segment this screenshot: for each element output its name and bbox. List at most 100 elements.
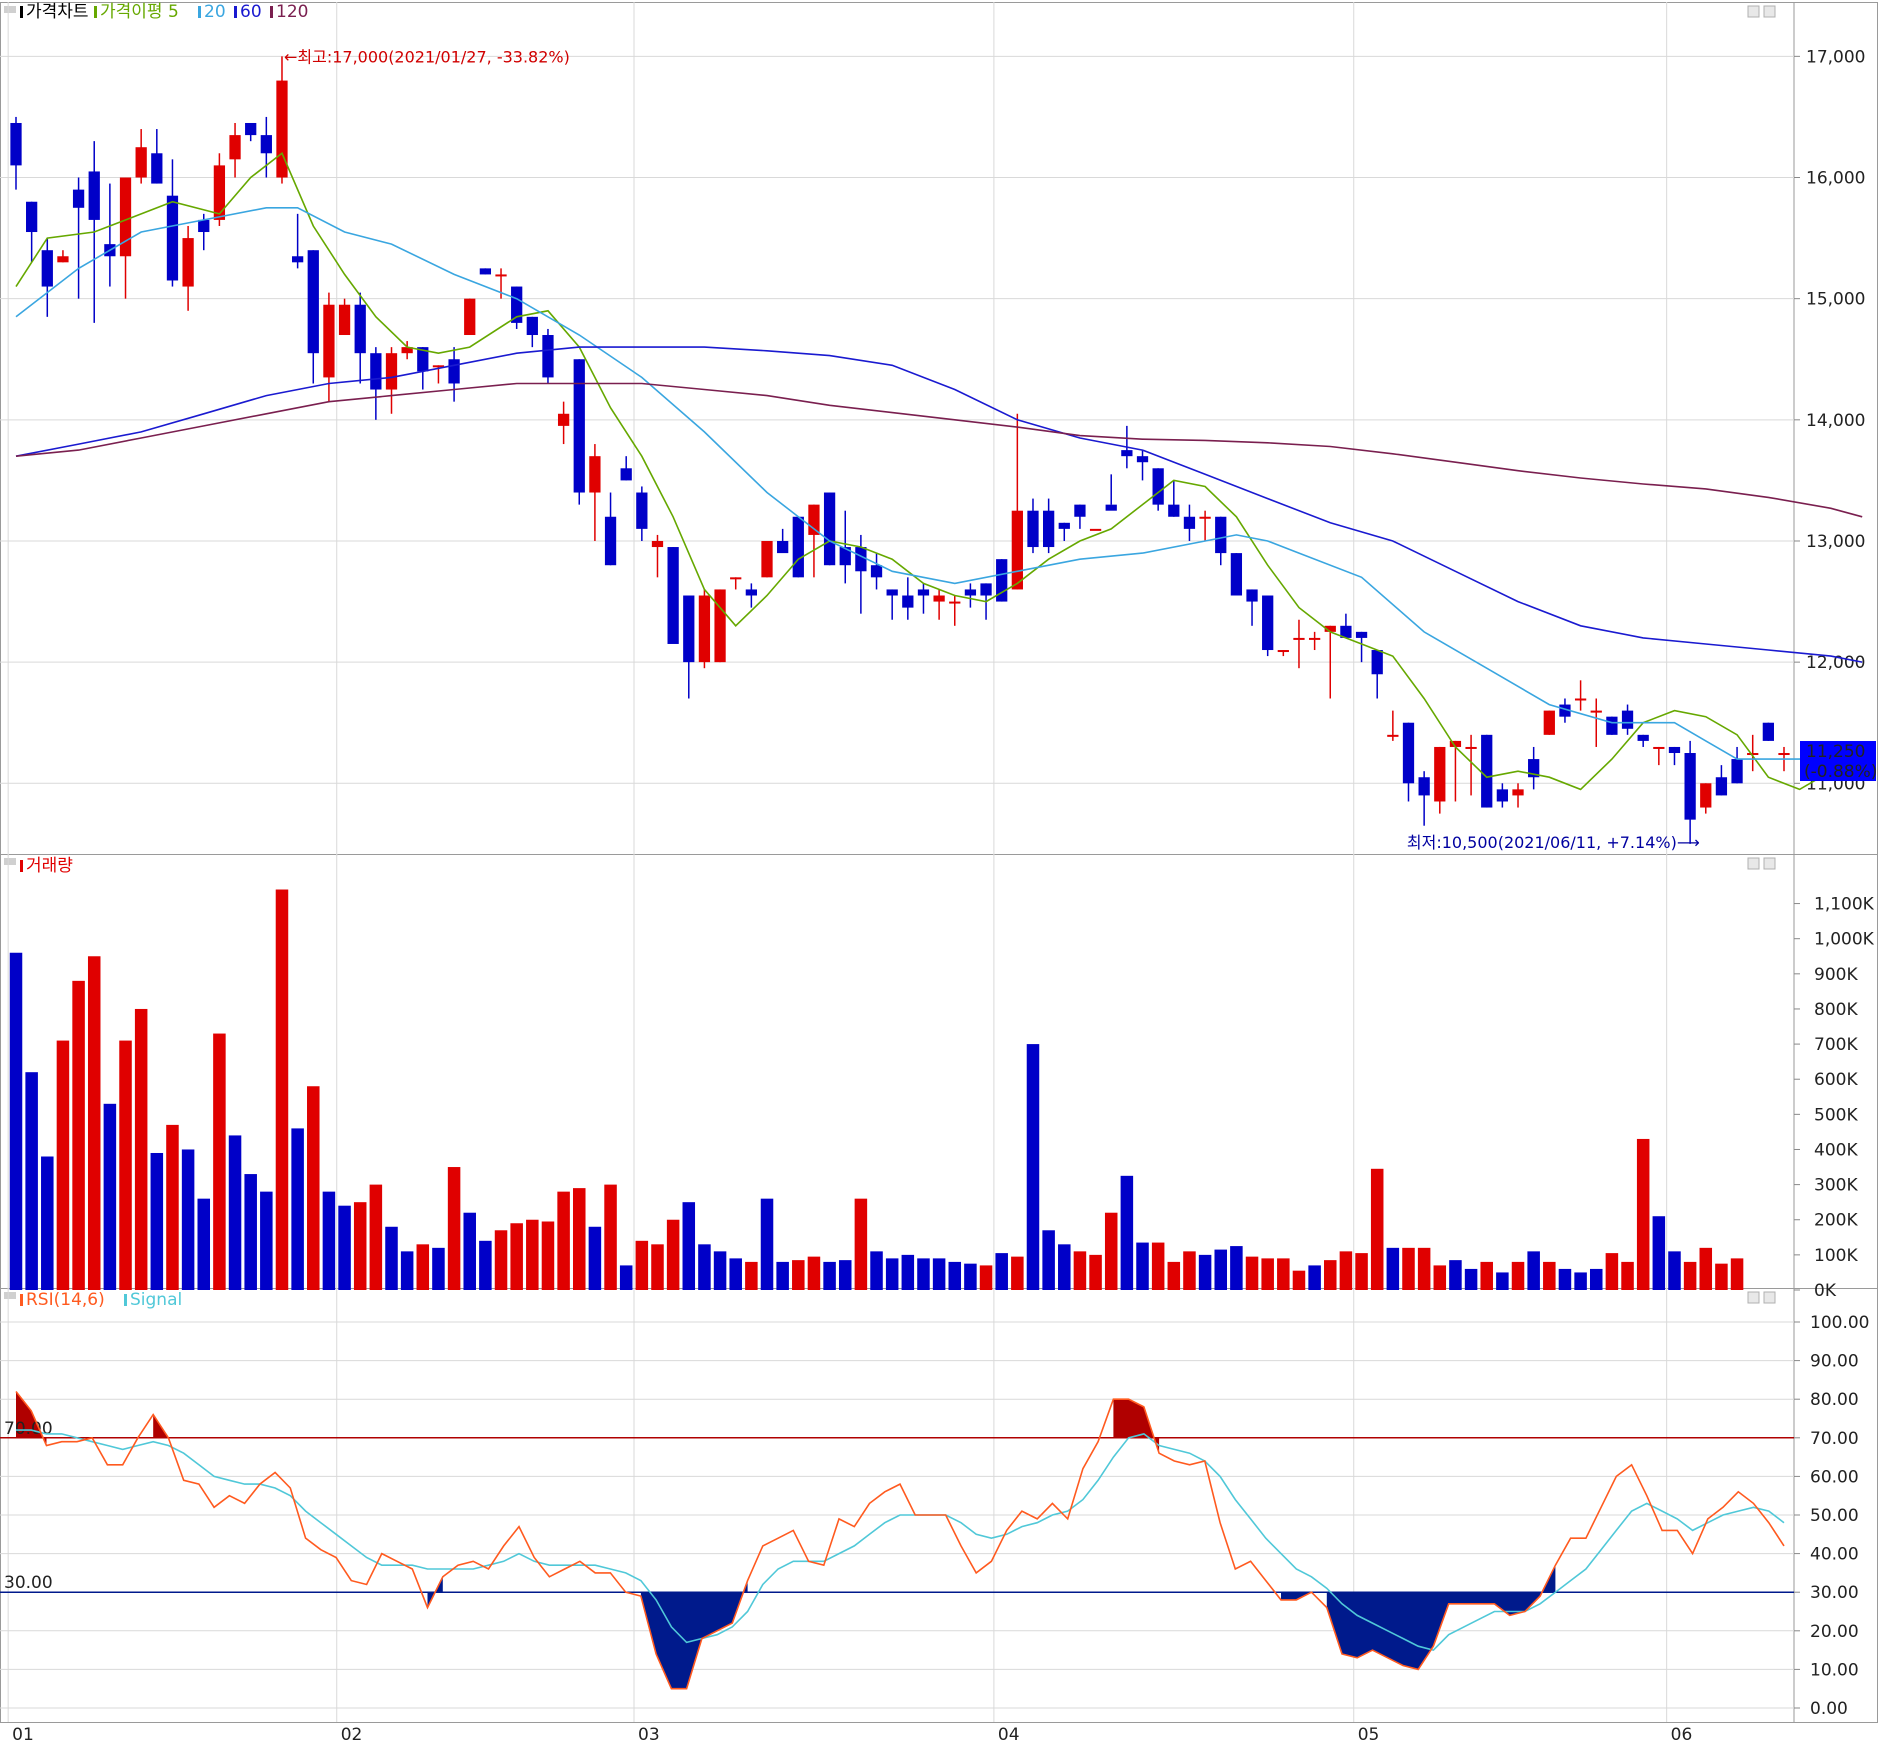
- candle-body: [213, 165, 226, 220]
- candle-body: [620, 468, 632, 481]
- volume-bar: [541, 1221, 555, 1290]
- candle-body: [761, 540, 773, 578]
- volume-bar: [260, 1191, 273, 1290]
- volume-bar: [244, 1174, 257, 1290]
- candle-body: [385, 353, 398, 390]
- volume-bar: [948, 1261, 962, 1290]
- legend-label: 가격차트: [26, 2, 89, 22]
- legend-swatch: [20, 6, 23, 18]
- legend-label: 120: [276, 2, 308, 22]
- close-icon: [1763, 5, 1776, 18]
- x-tick-label: 06: [1671, 1725, 1693, 1745]
- candle-body: [370, 353, 382, 390]
- signal-legend-label: Signal: [130, 1290, 182, 1310]
- x-tick-label: 02: [341, 1725, 363, 1745]
- rsi-tick-label: 50.00: [1810, 1506, 1859, 1526]
- price-tick-label: 15,000: [1806, 290, 1865, 310]
- volume-bar: [1277, 1258, 1290, 1290]
- candle-body: [41, 250, 53, 287]
- volume-bar: [87, 956, 101, 1290]
- candle-body: [166, 195, 179, 281]
- candle-body: [1340, 625, 1352, 638]
- volume-bar: [870, 1251, 883, 1290]
- volume-bar: [1370, 1168, 1384, 1290]
- candle-body: [1371, 650, 1383, 675]
- candle-body: [1574, 698, 1587, 701]
- legend-swatch: [270, 6, 273, 18]
- candle-body: [1747, 753, 1759, 756]
- candle-body: [557, 413, 570, 426]
- candle-body: [636, 492, 648, 529]
- x-tick-label: 04: [998, 1725, 1020, 1745]
- volume-tick-label: 1,100K: [1814, 895, 1875, 915]
- volume-tick-label: 500K: [1814, 1105, 1858, 1125]
- candle-body: [730, 577, 742, 580]
- volume-bar: [1120, 1175, 1134, 1290]
- rsi-tick-label: 70.00: [1810, 1429, 1859, 1449]
- volume-bar: [682, 1202, 696, 1290]
- legend-label: 가격이평 5: [100, 2, 179, 22]
- last-price-label: 11,250: [1806, 742, 1865, 762]
- candle-body: [1058, 522, 1070, 529]
- candle-body: [651, 540, 664, 548]
- volume-bar: [1073, 1251, 1087, 1290]
- volume-bar: [119, 1040, 132, 1290]
- candle-body: [495, 274, 507, 277]
- rsi-tick-label: 0.00: [1810, 1699, 1848, 1719]
- candle-body: [1668, 746, 1681, 754]
- candle-body: [291, 256, 304, 263]
- candle-body: [26, 201, 38, 233]
- candle-body: [1481, 734, 1493, 808]
- candle-body: [1074, 504, 1086, 517]
- x-tick-label: 01: [12, 1725, 34, 1745]
- ma-5-line: [15, 152, 1863, 791]
- volume-bar: [604, 1184, 617, 1290]
- volume-bar: [41, 1156, 54, 1290]
- volume-bar: [1339, 1251, 1353, 1290]
- volume-tick-label: 700K: [1814, 1035, 1858, 1055]
- rsi-line: [15, 1391, 1785, 1690]
- candle-body: [1136, 456, 1149, 463]
- candle-body: [1637, 734, 1649, 741]
- volume-bar: [369, 1184, 383, 1290]
- volume-bar: [1543, 1261, 1556, 1290]
- volume-bar: [901, 1254, 915, 1290]
- volume-bar: [1715, 1263, 1728, 1290]
- candle-body: [338, 304, 351, 336]
- volume-bar: [1402, 1247, 1415, 1290]
- volume-bar: [1636, 1138, 1650, 1290]
- volume-bar: [1183, 1251, 1196, 1290]
- candle-body: [839, 547, 851, 566]
- rsi-tick-label: 10.00: [1810, 1660, 1859, 1680]
- candle-body: [323, 304, 335, 378]
- volume-bar: [494, 1230, 508, 1290]
- candle-body: [88, 171, 100, 220]
- minimize-icon: [1747, 857, 1760, 870]
- volume-bar: [1527, 1251, 1540, 1290]
- candle-body: [777, 540, 789, 554]
- volume-bar: [1386, 1247, 1400, 1290]
- candle-body: [182, 238, 194, 287]
- candle-body: [604, 516, 617, 566]
- volume-bar: [213, 1033, 226, 1290]
- candle-body: [307, 250, 319, 354]
- candle-body: [1277, 650, 1289, 653]
- candle-body: [902, 595, 914, 608]
- volume-bar: [1589, 1268, 1603, 1290]
- candle-body: [1011, 510, 1023, 590]
- volume-bar: [776, 1261, 789, 1290]
- volume-bar: [1730, 1258, 1744, 1290]
- panel-frame-2: [0, 1288, 1878, 1723]
- candle-body: [432, 365, 445, 368]
- volume-bar: [134, 1008, 148, 1290]
- volume-bar: [1058, 1244, 1071, 1290]
- ma-120-line: [15, 382, 1863, 518]
- legend-swatch: [234, 6, 237, 18]
- volume-bar: [1558, 1268, 1572, 1290]
- volume-bar: [1230, 1246, 1243, 1290]
- close-icon: [1763, 1291, 1776, 1304]
- candle-body: [1512, 789, 1524, 796]
- candle-body: [1324, 625, 1336, 632]
- x-tick-label: 03: [638, 1725, 660, 1745]
